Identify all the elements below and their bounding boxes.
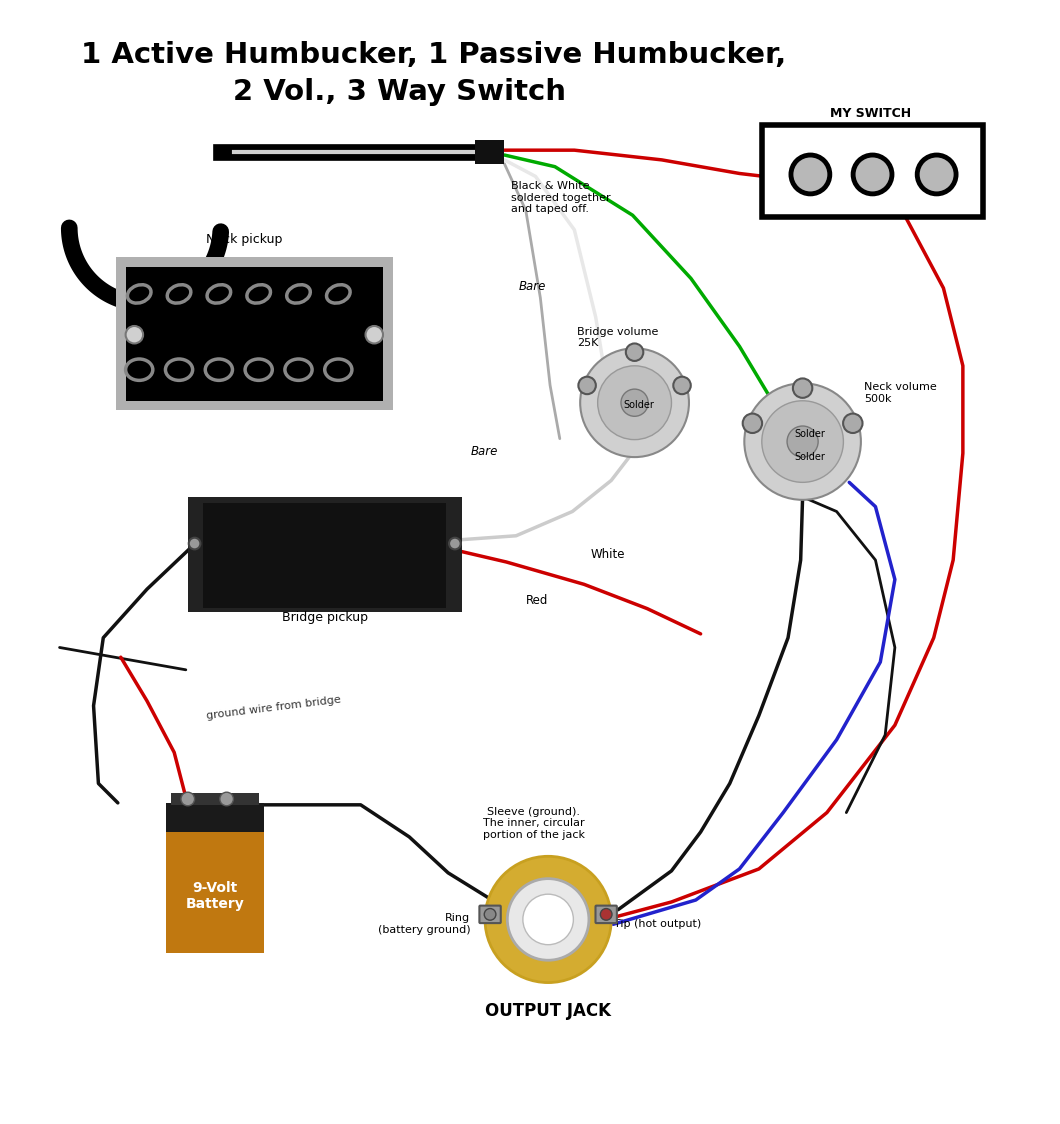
Circle shape [853, 155, 891, 193]
Text: Bare: Bare [519, 280, 546, 292]
Text: Solder: Solder [795, 452, 826, 462]
Bar [166, 803, 264, 832]
Circle shape [523, 895, 573, 944]
Circle shape [793, 379, 812, 398]
FancyBboxPatch shape [596, 906, 617, 923]
Text: OUTPUT JACK: OUTPUT JACK [485, 1001, 612, 1019]
Text: White: White [590, 549, 625, 561]
Ellipse shape [165, 359, 193, 380]
Text: Black & White
soldered together
and taped off.: Black & White soldered together and tape… [511, 181, 611, 215]
Text: Sleeve (ground).
The inner, circular
portion of the jack: Sleeve (ground). The inner, circular por… [482, 807, 584, 840]
Text: Bare: Bare [471, 445, 497, 457]
Bar [116, 257, 392, 410]
Ellipse shape [324, 359, 352, 380]
Circle shape [579, 377, 596, 395]
FancyBboxPatch shape [479, 906, 500, 923]
Ellipse shape [245, 359, 272, 380]
Circle shape [791, 155, 830, 193]
Circle shape [580, 348, 689, 457]
Ellipse shape [126, 359, 153, 380]
Circle shape [126, 326, 143, 344]
Text: Ring
(battery ground): Ring (battery ground) [377, 914, 471, 935]
Text: 9-Volt
Battery: 9-Volt Battery [186, 880, 245, 910]
Circle shape [366, 326, 383, 344]
Bar [188, 497, 462, 611]
Text: Red: Red [526, 593, 548, 607]
Ellipse shape [127, 284, 151, 303]
Ellipse shape [326, 284, 350, 303]
Bar [204, 502, 446, 608]
Bar [126, 266, 383, 401]
Text: Neck volume
500k: Neck volume 500k [864, 382, 937, 404]
Circle shape [762, 401, 844, 482]
Text: Tip (hot output): Tip (hot output) [614, 919, 702, 930]
Circle shape [743, 414, 762, 433]
Circle shape [449, 537, 461, 550]
Circle shape [625, 344, 643, 361]
Ellipse shape [167, 284, 191, 303]
Circle shape [917, 155, 956, 193]
Circle shape [508, 879, 589, 960]
Circle shape [843, 414, 863, 433]
Bar [172, 794, 259, 805]
Ellipse shape [207, 284, 231, 303]
Circle shape [219, 792, 233, 806]
Circle shape [600, 908, 612, 921]
Text: MY SWITCH: MY SWITCH [830, 107, 912, 120]
Bar [166, 803, 264, 953]
Text: 1 Active Humbucker, 1 Passive Humbucker,: 1 Active Humbucker, 1 Passive Humbucker, [81, 40, 787, 69]
Circle shape [621, 389, 648, 416]
Text: Bridge pickup: Bridge pickup [282, 610, 368, 624]
Circle shape [673, 377, 691, 395]
Circle shape [744, 383, 861, 500]
Ellipse shape [285, 359, 312, 380]
Circle shape [181, 792, 195, 806]
Circle shape [485, 856, 612, 982]
Circle shape [189, 537, 200, 550]
Text: Bridge volume
25K: Bridge volume 25K [578, 327, 658, 348]
Bar [762, 125, 984, 217]
Text: Solder: Solder [795, 428, 826, 438]
Ellipse shape [286, 284, 311, 303]
Bar [120, 314, 148, 356]
Text: 2 Vol., 3 Way Switch: 2 Vol., 3 Way Switch [233, 78, 566, 106]
Ellipse shape [206, 359, 232, 380]
Ellipse shape [247, 284, 270, 303]
Text: Solder: Solder [623, 400, 654, 409]
Circle shape [788, 426, 818, 457]
Bar [359, 314, 389, 356]
Bar [475, 140, 505, 164]
Text: ground wire from bridge: ground wire from bridge [206, 695, 341, 720]
Circle shape [598, 365, 671, 439]
Circle shape [484, 908, 496, 921]
Text: Neck pickup: Neck pickup [206, 234, 282, 246]
